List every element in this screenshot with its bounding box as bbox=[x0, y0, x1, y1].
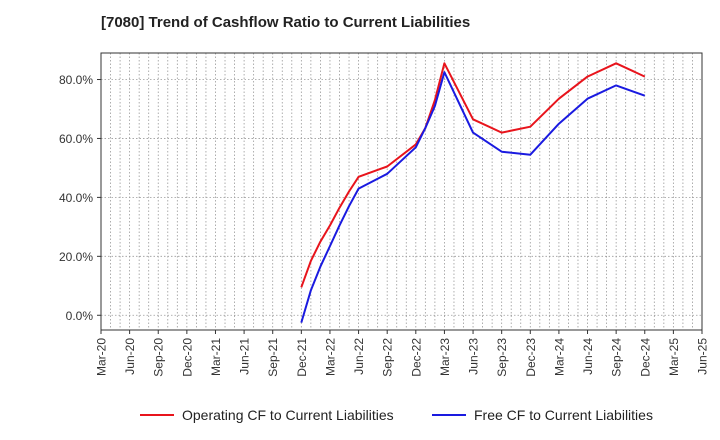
series-layer bbox=[300, 62, 646, 323]
y-tick-label: 20.0% bbox=[59, 250, 93, 264]
x-tick-label: Sep-20 bbox=[152, 338, 166, 377]
legend-line-free-cf bbox=[432, 414, 466, 416]
x-tick-label: Sep-24 bbox=[610, 338, 624, 377]
x-tick-label: Sep-23 bbox=[495, 338, 509, 377]
x-tick-label: Mar-21 bbox=[209, 338, 223, 376]
x-tick-label: Jun-24 bbox=[581, 338, 595, 375]
x-tick-label: Jun-25 bbox=[696, 338, 710, 375]
x-tick-label: Dec-22 bbox=[409, 338, 423, 377]
x-tick-label: Mar-22 bbox=[323, 338, 337, 376]
x-axis: Mar-20 Jun-20 Sep-20 Dec-20 Mar-21 Jun-21 Sep-… bbox=[95, 330, 710, 377]
legend-label-free-cf: Free CF to Current Liabilities bbox=[474, 407, 653, 423]
legend-item-free-cf: Free CF to Current Liabilities bbox=[432, 404, 653, 426]
x-tick-label: Sep-22 bbox=[381, 338, 395, 377]
plot-frame bbox=[100, 52, 703, 331]
x-tick-label: Jun-23 bbox=[467, 338, 481, 375]
legend-label-operating-cf: Operating CF to Current Liabilities bbox=[182, 407, 394, 423]
legend: Operating CF to Current Liabilities Free… bbox=[0, 404, 720, 426]
x-tick-label: Dec-21 bbox=[295, 338, 309, 377]
y-tick-label: 80.0% bbox=[59, 73, 93, 87]
x-tick-label: Jun-20 bbox=[123, 338, 137, 375]
x-tick-label: Mar-24 bbox=[552, 338, 566, 376]
x-tick-label: Dec-23 bbox=[524, 338, 538, 377]
legend-item-operating-cf: Operating CF to Current Liabilities bbox=[140, 404, 394, 426]
x-tick-label: Sep-21 bbox=[266, 338, 280, 377]
x-tick-label: Mar-23 bbox=[438, 338, 452, 376]
y-tick-label: 40.0% bbox=[59, 191, 93, 205]
grid-layer bbox=[101, 53, 702, 330]
x-tick-label: Jun-22 bbox=[352, 338, 366, 375]
x-tick-label: Jun-21 bbox=[238, 338, 252, 375]
series-line-1 bbox=[300, 71, 646, 323]
x-tick-label: Dec-24 bbox=[638, 338, 652, 377]
y-tick-label: 0.0% bbox=[66, 309, 94, 323]
x-tick-label: Mar-20 bbox=[95, 338, 109, 376]
x-tick-label: Mar-25 bbox=[667, 338, 681, 376]
y-axis: 0.0% 20.0% 40.0% 60.0% 80.0% bbox=[59, 73, 101, 323]
legend-line-operating-cf bbox=[140, 414, 174, 416]
chart-title: [7080] Trend of Cashflow Ratio to Curren… bbox=[101, 14, 471, 31]
chart-svg: 0.0% 20.0% 40.0% 60.0% 80.0% Mar-20 Jun-20 Sep… bbox=[59, 52, 710, 377]
x-tick-label: Dec-20 bbox=[180, 338, 194, 377]
y-tick-label: 60.0% bbox=[59, 132, 93, 146]
